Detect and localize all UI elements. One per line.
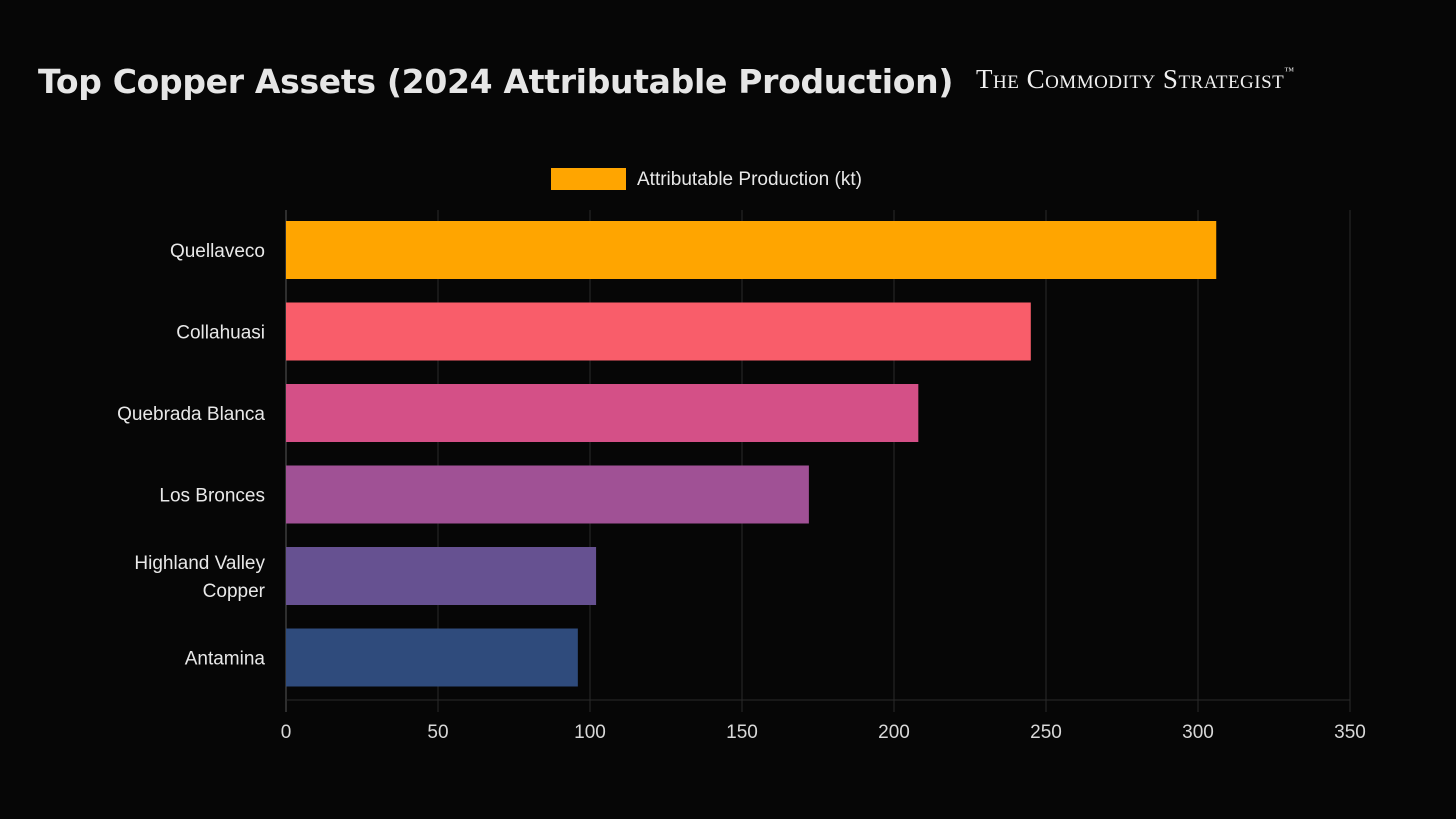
y-tick-label: Collahuasi <box>176 323 265 344</box>
legend-swatch <box>551 168 626 190</box>
legend-label: Attributable Production (kt) <box>637 169 862 190</box>
bar-los-bronces <box>286 465 809 524</box>
brand-logo: The Commodity Strategist™ <box>976 64 1295 95</box>
x-tick-label: 50 <box>427 722 448 743</box>
x-tick-label: 250 <box>1030 722 1062 743</box>
bar-collahuasi <box>286 302 1031 361</box>
y-tick-label: Antamina <box>185 649 266 670</box>
y-tick-label: Los Bronces <box>159 486 265 507</box>
bar-highland-valley-copper <box>286 547 597 605</box>
x-tick-label: 300 <box>1182 722 1214 743</box>
chart-title: Top Copper Assets (2024 Attributable Pro… <box>38 62 954 101</box>
y-tick-label: Quellaveco <box>170 241 265 262</box>
trademark-mark: ™ <box>1284 66 1295 77</box>
y-tick-label: Copper <box>203 581 266 602</box>
y-tick-label: Quebrada Blanca <box>117 404 265 425</box>
bar-quebrada-blanca <box>286 384 919 442</box>
logo-text: The Commodity Strategist <box>976 64 1285 94</box>
x-tick-label: 200 <box>878 722 910 743</box>
bar-quellaveco <box>286 221 1217 279</box>
x-tick-label: 0 <box>281 722 292 743</box>
x-tick-label: 100 <box>574 722 606 743</box>
y-tick-label: Highland Valley <box>134 553 265 574</box>
x-tick-label: 350 <box>1334 722 1366 743</box>
bar-antamina <box>286 628 578 687</box>
x-tick-label: 150 <box>726 722 758 743</box>
